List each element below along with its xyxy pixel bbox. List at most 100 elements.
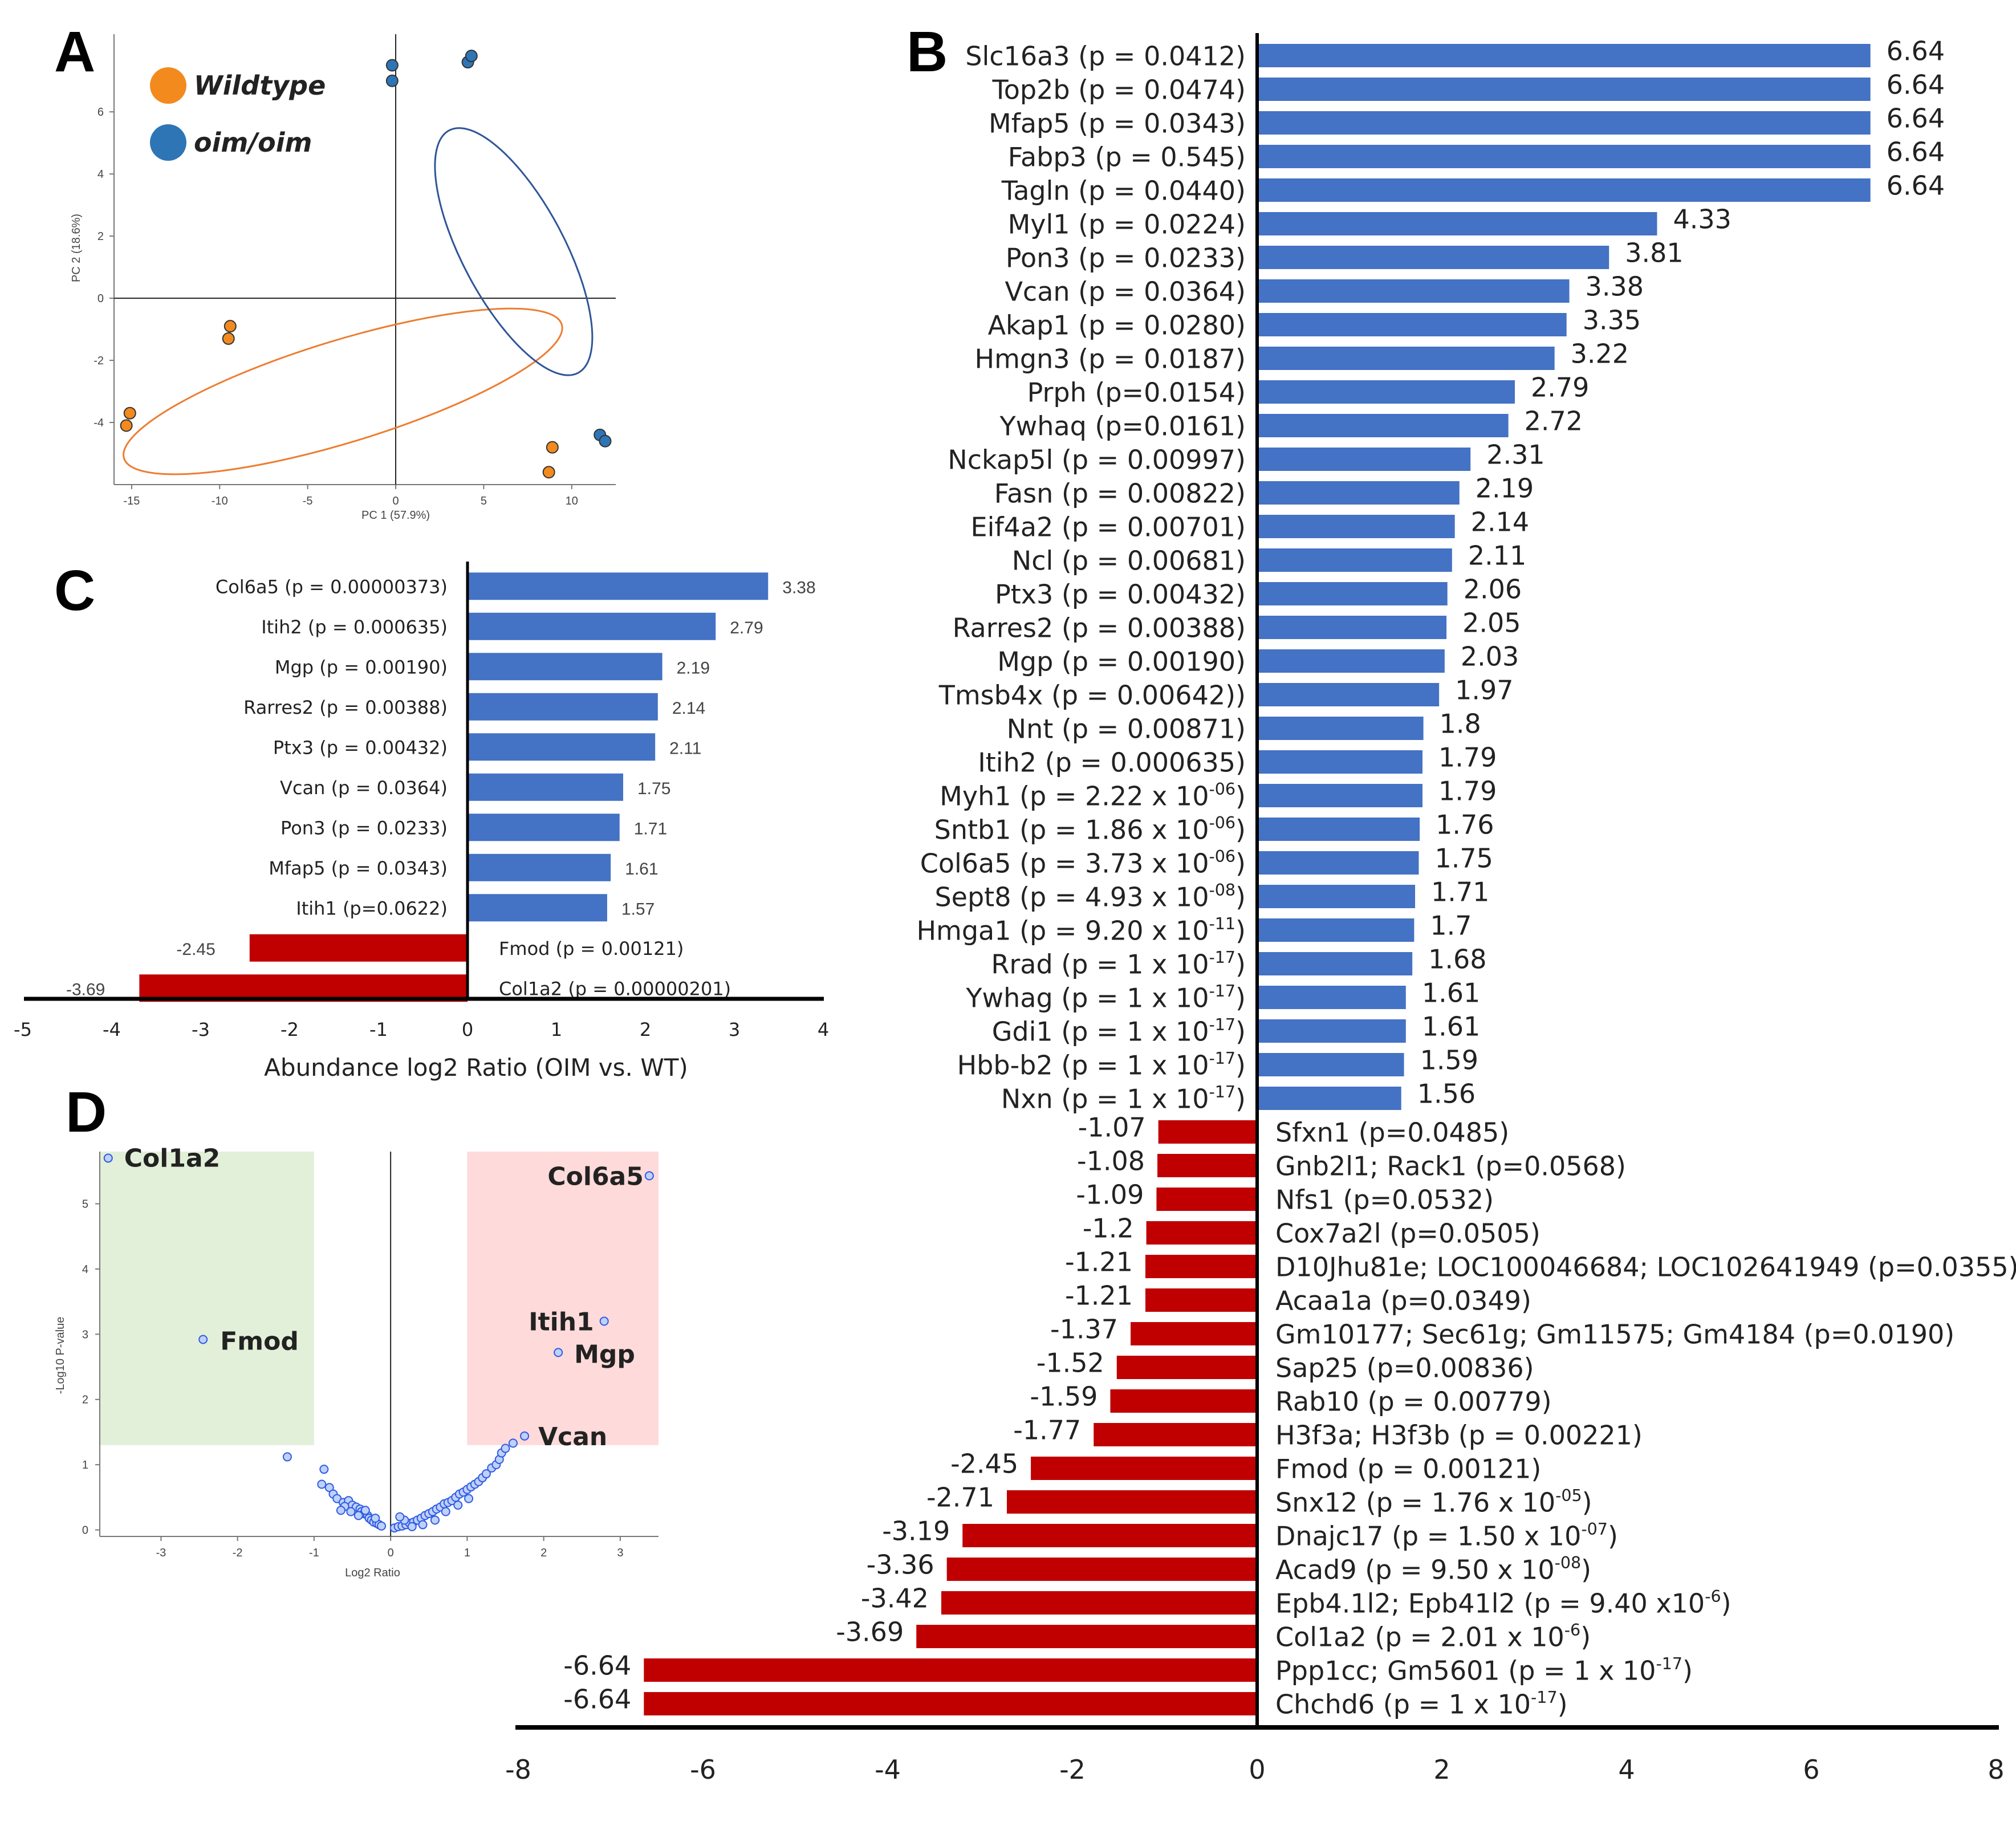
- bar-b-label-26-suffix: ): [1235, 916, 1246, 946]
- bar-b-label-20: Nnt (p = 0.00871): [1007, 714, 1246, 745]
- pca-x-axis-label: PC 1 (57.9%): [361, 509, 430, 522]
- bar-b-x-tick-label: 4: [1618, 1754, 1635, 1785]
- bar-b-15: [1257, 548, 1452, 572]
- bar-b-label-46-suffix: ): [1721, 1588, 1732, 1619]
- bar-b-label-37: Acaa1a (p=0.0349): [1275, 1286, 1531, 1316]
- bar-b-39: [1116, 1356, 1257, 1379]
- volcano-point: [418, 1520, 428, 1530]
- bar-b-label-8-text: Akap1 (p = 0.0280): [988, 310, 1246, 341]
- bar-b-38: [1131, 1322, 1257, 1345]
- bar-b-value-38: -1.37: [1050, 1314, 1118, 1345]
- bar-b-label-3: Fabp3 (p = 0.545): [1008, 142, 1246, 173]
- bar-b-20: [1257, 717, 1424, 740]
- pca-ellipse-wildtype: [123, 307, 563, 475]
- bar-b-label-0-text: Slc16a3 (p = 0.0412): [965, 41, 1246, 72]
- bar-b-label-30-suffix: ): [1235, 1050, 1246, 1081]
- bar-b-13: [1257, 481, 1460, 505]
- bar-b-value-9: 3.22: [1571, 339, 1629, 369]
- bar-c-value-9: -2.45: [176, 940, 215, 959]
- bar-b-6: [1257, 246, 1609, 269]
- bar-c-4: [468, 733, 656, 761]
- bar-b-label-30-text: Hbb-b2 (p = 1 x 10: [957, 1050, 1209, 1081]
- bar-b-label-30-exponent: -17: [1209, 1049, 1235, 1068]
- bar-b-label-28-text: Ywhag (p = 1 x 10: [965, 983, 1209, 1014]
- bar-b-value-15: 2.11: [1468, 540, 1526, 571]
- bar-b-label-32-text: Sfxn1 (p=0.0485): [1275, 1117, 1509, 1148]
- bar-b-label-45-suffix: ): [1581, 1555, 1591, 1585]
- bar-chart-b: Slc16a3 (p = 0.0412) 6.64 Top2b (p = 0.047…: [505, 33, 2016, 1785]
- bar-b-x-tick-label: -6: [690, 1754, 716, 1785]
- bar-b-value-14: 2.14: [1471, 507, 1529, 538]
- volcano-point: [453, 1501, 463, 1510]
- bar-b-value-3: 6.64: [1887, 137, 1945, 168]
- bar-b-label-32: Sfxn1 (p=0.0485): [1275, 1117, 1509, 1148]
- bar-b-28: [1257, 986, 1406, 1009]
- pca-point-wildtype: [546, 441, 559, 454]
- bar-c-7: [468, 853, 611, 881]
- bar-b-label-49: Chchd6 (p = 1 x 10-17): [1275, 1688, 1568, 1719]
- bar-b-4: [1257, 178, 1871, 202]
- bar-c-x-tick-label: 4: [818, 1019, 829, 1040]
- bar-b-21: [1257, 750, 1422, 774]
- bar-b-42: [1031, 1457, 1257, 1480]
- bar-c-x-tick-label: 3: [729, 1019, 740, 1040]
- bar-b-label-39-text: Sap25 (p=0.00836): [1275, 1353, 1534, 1384]
- bar-b-label-13: Fasn (p = 0.00822): [994, 478, 1246, 509]
- bar-b-label-24-exponent: -06: [1209, 847, 1235, 866]
- bar-b-value-36: -1.21: [1065, 1247, 1133, 1278]
- bar-b-label-20-text: Nnt (p = 0.00871): [1007, 714, 1246, 745]
- bar-c-label-3: Rarres2 (p = 0.00388): [243, 697, 448, 718]
- bar-b-value-18: 2.03: [1461, 641, 1519, 672]
- bar-c-label-9: Fmod (p = 0.00121): [499, 938, 684, 959]
- bar-b-8: [1257, 313, 1567, 336]
- volcano-point: [319, 1465, 329, 1474]
- bar-b-19: [1257, 683, 1440, 706]
- volcano-labeled-point: [599, 1316, 609, 1326]
- bar-b-label-2: Mfap5 (p = 0.0343): [989, 108, 1246, 139]
- bar-b-label-42-text: Fmod (p = 0.00121): [1275, 1454, 1541, 1485]
- bar-b-label-43: Snx12 (p = 1.76 x 10-05): [1275, 1486, 1592, 1518]
- bar-b-31: [1257, 1087, 1401, 1110]
- bar-b-value-24: 1.75: [1435, 843, 1493, 874]
- bar-b-label-28-exponent: -17: [1209, 982, 1235, 1001]
- bar-b-label-5: Myl1 (p = 0.0224): [1008, 209, 1246, 240]
- bar-b-25: [1257, 885, 1416, 908]
- bar-b-value-11: 2.72: [1525, 406, 1583, 437]
- bar-c-9: [249, 934, 468, 962]
- bar-b-value-2: 6.64: [1887, 103, 1945, 134]
- bar-b-label-29-text: Gdi1 (p = 1 x 10: [992, 1016, 1209, 1047]
- bar-b-label-38-text: Gm10177; Sec61g; Gm11575; Gm4184 (p=0.01…: [1275, 1319, 1954, 1350]
- bar-b-label-19-text: Tmsb4x (p = 0.00642)): [938, 680, 1246, 711]
- volcano-point: [371, 1513, 380, 1523]
- bar-b-3: [1257, 145, 1871, 168]
- bar-b-label-26-exponent: -11: [1209, 914, 1235, 933]
- volcano-point: [282, 1452, 292, 1462]
- bar-b-value-43: -2.71: [926, 1482, 994, 1513]
- bar-b-2: [1257, 111, 1871, 135]
- bar-b-label-41-text: H3f3a; H3f3b (p = 0.00221): [1275, 1420, 1643, 1451]
- bar-b-label-14-text: Eif4a2 (p = 0.00701): [971, 512, 1246, 543]
- bar-b-label-12: Nckap5l (p = 0.00997): [948, 445, 1246, 475]
- volcano-y-tick-label: 0: [82, 1524, 88, 1537]
- bar-c-value-10: -3.69: [66, 980, 105, 999]
- volcano-x-tick-label: 3: [617, 1547, 623, 1559]
- bar-c-x-tick-label: -3: [192, 1019, 210, 1040]
- bar-c-label-2: Mgp (p = 0.00190): [275, 656, 448, 678]
- bar-b-label-23-exponent: -06: [1209, 814, 1235, 832]
- bar-b-label-27-text: Rrad (p = 1 x 10: [991, 949, 1209, 980]
- bar-c-label-4: Ptx3 (p = 0.00432): [273, 737, 448, 758]
- volcano-point: [441, 1507, 450, 1516]
- bar-b-label-5-text: Myl1 (p = 0.0224): [1008, 209, 1246, 240]
- pca-x-tick-label: -10: [212, 495, 228, 507]
- bar-b-value-0: 6.64: [1887, 36, 1945, 67]
- pca-y-tick-label: 0: [97, 292, 104, 305]
- bar-b-label-23-suffix: ): [1235, 815, 1246, 845]
- bar-b-label-47-text: Col1a2 (p = 2.01 x 10: [1275, 1622, 1564, 1653]
- bar-c-value-2: 2.19: [677, 658, 710, 677]
- bar-b-label-46-text: Epb4.1l2; Epb41l2 (p = 9.40 x10: [1275, 1588, 1705, 1619]
- bar-b-label-28-suffix: ): [1235, 983, 1246, 1014]
- volcano-point-label: Col6a5: [547, 1162, 644, 1191]
- bar-c-x-tick-label: -4: [103, 1019, 121, 1040]
- bar-b-label-35-text: Cox7a2l (p=0.0505): [1275, 1218, 1541, 1249]
- bar-b-16: [1257, 582, 1448, 605]
